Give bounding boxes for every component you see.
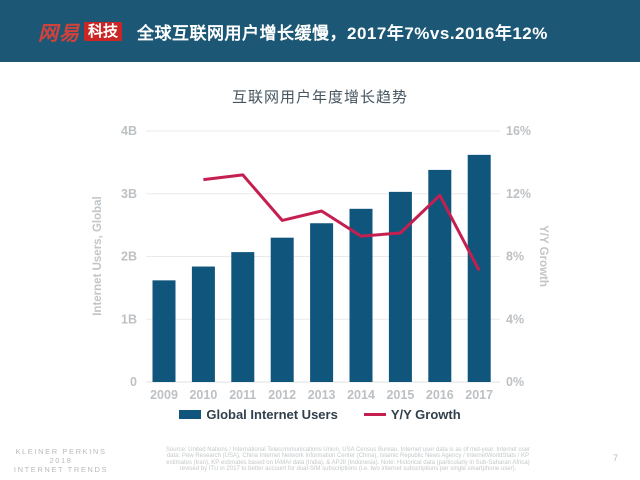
yy-growth-line <box>203 173 481 272</box>
source-line-2: data: Pew Research (USA), China Internet… <box>166 453 530 460</box>
brand-line-2: 2018 <box>49 456 73 465</box>
brand-line-1: KLEINER PERKINS <box>15 447 107 456</box>
bar-2011 <box>231 252 255 382</box>
left-tick-3B: 3B <box>121 187 137 201</box>
x-label-2012: 2012 <box>268 388 296 402</box>
legend-item-bar: Global Internet Users <box>179 407 338 422</box>
brand-line-3: INTERNET TRENDS <box>13 465 109 474</box>
page-number: 7 <box>612 453 618 463</box>
netease-logo-text: 网易 <box>38 22 80 45</box>
right-tick-4%: 4% <box>506 312 524 326</box>
x-label-2014: 2014 <box>347 388 375 402</box>
left-tick-2B: 2B <box>121 250 137 264</box>
x-label-2010: 2010 <box>189 388 217 402</box>
right-axis-title: Y/Y Growth <box>537 225 549 287</box>
source-note: Source: United Nations / International T… <box>148 447 548 473</box>
x-label-2011: 2011 <box>229 388 256 402</box>
tech-logo-badge: 科技 <box>84 21 123 41</box>
chart-title: 互联网用户年度增长趋势 <box>231 89 408 106</box>
article-title: 全球互联网用户增长缓慢，2017年7%vs.2016年12% <box>137 23 548 43</box>
left-axis-title: Internet Users, Global <box>92 196 104 316</box>
right-tick-8%: 8% <box>506 250 524 264</box>
legend-label-line: Y/Y Growth <box>390 407 461 422</box>
x-label-2013: 2013 <box>308 388 336 402</box>
left-tick-1B: 1B <box>121 312 137 326</box>
bar-2013 <box>310 223 334 382</box>
bar-2015 <box>388 191 412 382</box>
netease-tech-logo: 网易 科技 <box>38 17 123 46</box>
kleiner-perkins-brand: KLEINER PERKINS 2018 INTERNET TRENDS <box>8 447 114 474</box>
bar-2009 <box>152 280 176 382</box>
legend-label-bar: Global Internet Users <box>206 407 338 422</box>
x-label-2009: 2009 <box>150 388 178 402</box>
x-label-2015: 2015 <box>386 388 414 402</box>
bar-2014 <box>349 208 373 382</box>
chart-legend: Global Internet Users Y/Y Growth <box>0 407 640 422</box>
source-line-1: Source: United Nations / International T… <box>165 447 531 453</box>
right-tick-16%: 16% <box>506 124 531 138</box>
source-line-4: revised by ITU in 2017 to better account… <box>179 466 517 473</box>
left-tick-4B: 4B <box>121 124 137 138</box>
left-tick-0: 0 <box>130 375 137 389</box>
source-line-3: estimates (Iran), KP estimates based on … <box>166 459 530 466</box>
line-series-swatch <box>363 413 386 416</box>
right-tick-12%: 12% <box>506 187 531 201</box>
legend-item-line: Y/Y Growth <box>363 407 461 422</box>
bar-2016 <box>428 169 452 382</box>
bar-2010 <box>191 266 215 382</box>
header-bar: 网易 科技 全球互联网用户增长缓慢，2017年7%vs.2016年12% <box>0 0 640 62</box>
right-tick-0%: 0% <box>506 375 524 389</box>
x-label-2017: 2017 <box>465 388 493 402</box>
x-label-2016: 2016 <box>426 388 454 402</box>
bar-series-swatch <box>179 410 202 419</box>
bar-2012 <box>270 237 294 382</box>
